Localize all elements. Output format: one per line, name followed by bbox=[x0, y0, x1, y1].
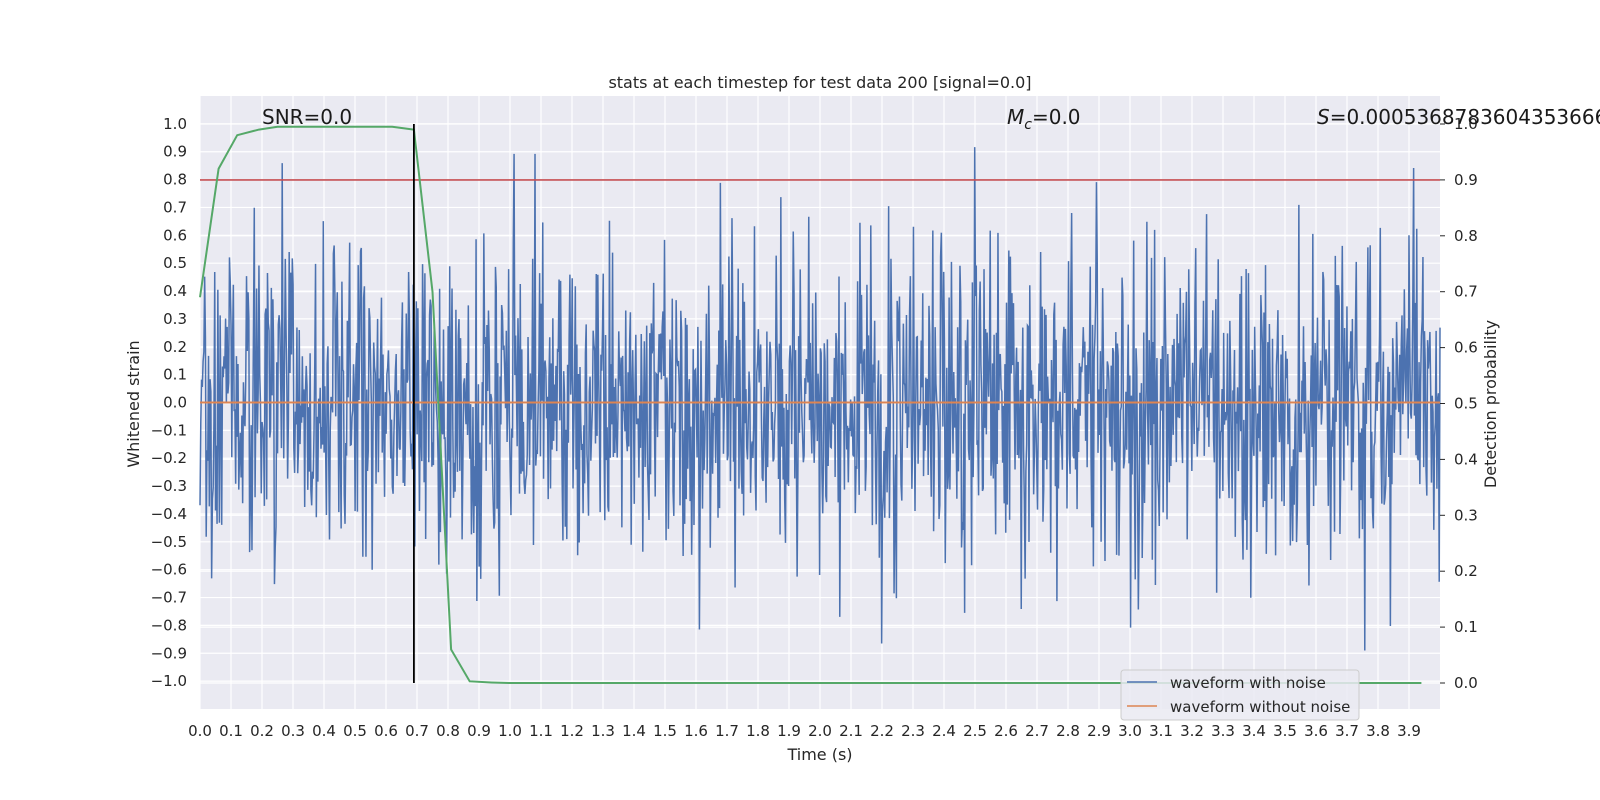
x-tick-label: 1.6 bbox=[684, 722, 708, 740]
annotation-chirp-mass: Mc=0.0 bbox=[1007, 105, 1081, 133]
y2-tick-label: 0.3 bbox=[1454, 506, 1478, 524]
x-tick-label: 2.7 bbox=[1025, 722, 1049, 740]
y-tick-labels: 1.0 0.9 0.8 0.7 0.6 0.5 0.4 0.3 0.2 0.1 0.0 −0.1 −0.… bbox=[151, 115, 187, 690]
y2-tick-label: 0.5 bbox=[1454, 395, 1478, 413]
x-axis-label: Time (s) bbox=[786, 745, 852, 764]
y-tick-label: −0.8 bbox=[151, 616, 187, 634]
x-tick-label: 0.3 bbox=[281, 722, 305, 740]
y-tick-label: −0.2 bbox=[151, 449, 187, 467]
x-tick-label: 3.0 bbox=[1118, 722, 1142, 740]
x-tick-label: 2.6 bbox=[994, 722, 1018, 740]
chart-title: stats at each timestep for test data 200… bbox=[608, 73, 1031, 92]
y-tick-label: −1.0 bbox=[151, 672, 187, 690]
annotation-snr: SNR=0.0 bbox=[262, 105, 352, 129]
y2-tick-label: 0.9 bbox=[1454, 171, 1478, 189]
legend-box bbox=[1120, 669, 1360, 721]
y-tick-label: 0.1 bbox=[163, 366, 187, 384]
y-tick-label: −0.7 bbox=[151, 589, 187, 607]
y-tick-label: −0.1 bbox=[151, 421, 187, 439]
x-tick-label: 3.7 bbox=[1335, 722, 1359, 740]
x-tick-label: 3.9 bbox=[1397, 722, 1421, 740]
x-tick-label: 0.0 bbox=[188, 722, 212, 740]
x-tick-label: 1.5 bbox=[653, 722, 677, 740]
annotation-s-symbol: S bbox=[1317, 105, 1330, 129]
x-tick-label: 1.9 bbox=[777, 722, 801, 740]
y-tick-label: 0.7 bbox=[163, 198, 187, 216]
y-tick-label: −0.4 bbox=[151, 505, 187, 523]
x-tick-label: 1.1 bbox=[529, 722, 553, 740]
y2-tick-label: 0.0 bbox=[1454, 674, 1478, 692]
x-tick-label: 0.2 bbox=[250, 722, 274, 740]
y-tick-label: 0.2 bbox=[163, 338, 187, 356]
annotation-chirp-mass-subscript: c bbox=[1024, 117, 1032, 133]
y2-tick-label: 1.0 bbox=[1454, 115, 1478, 133]
y-tick-label: 0.9 bbox=[163, 143, 187, 161]
y-tick-label: −0.6 bbox=[151, 561, 187, 579]
x-tick-label: 2.8 bbox=[1056, 722, 1080, 740]
annotation-chirp-mass-value: =0.0 bbox=[1032, 105, 1081, 129]
x-tick-label: 1.7 bbox=[715, 722, 739, 740]
annotation-chirp-mass-symbol: M bbox=[1007, 105, 1024, 129]
y-axis-label: Whitened strain bbox=[124, 340, 143, 467]
y2-axis-label: Detection probability bbox=[1481, 320, 1500, 488]
y2-tick-label: 0.8 bbox=[1454, 227, 1478, 245]
x-tick-label: 2.4 bbox=[932, 722, 956, 740]
annotation-s: S=0.0005368783604353666 bbox=[1317, 105, 1600, 129]
x-tick-label: 3.1 bbox=[1149, 722, 1173, 740]
x-tick-label: 2.3 bbox=[901, 722, 925, 740]
x-tick-label: 2.9 bbox=[1087, 722, 1111, 740]
series-waveform-with-noise bbox=[199, 147, 1441, 651]
y-tick-label: −0.3 bbox=[151, 477, 187, 495]
noise-waveform-line bbox=[199, 147, 1441, 651]
y-tick-label: 0.0 bbox=[163, 394, 187, 412]
y2-tick-label: 0.7 bbox=[1454, 283, 1478, 301]
x-tick-label: 1.3 bbox=[591, 722, 615, 740]
y2-tick-label: 0.1 bbox=[1454, 618, 1478, 636]
y-tick-label: 1.0 bbox=[163, 115, 187, 133]
x-tick-label: 2.1 bbox=[839, 722, 863, 740]
x-tick-label: 0.1 bbox=[219, 722, 243, 740]
y2-tick-label: 0.4 bbox=[1454, 450, 1478, 468]
annotation-s-value: =0.0005368783604353666 bbox=[1330, 105, 1600, 129]
x-tick-label: 0.7 bbox=[405, 722, 429, 740]
y2-tick-label: 0.6 bbox=[1454, 339, 1478, 357]
x-tick-label: 2.2 bbox=[870, 722, 894, 740]
y-tick-label: 0.5 bbox=[163, 254, 187, 272]
x-tick-label: 1.8 bbox=[746, 722, 770, 740]
x-tick-label: 0.5 bbox=[343, 722, 367, 740]
y-tick-label: 0.6 bbox=[163, 226, 187, 244]
legend: waveform with noise waveform without noi… bbox=[1120, 669, 1360, 721]
x-tick-label: 2.0 bbox=[808, 722, 832, 740]
x-tick-labels: 0.0 0.1 0.2 0.3 0.4 0.5 0.6 0.7 0.8 0.9 1.0 1.1 1.2 1… bbox=[188, 722, 1421, 740]
x-tick-label: 1.4 bbox=[622, 722, 646, 740]
y-tick-label: 0.8 bbox=[163, 171, 187, 189]
x-tick-label: 2.5 bbox=[963, 722, 987, 740]
y-tick-label: −0.5 bbox=[151, 533, 187, 551]
x-tick-label: 1.0 bbox=[498, 722, 522, 740]
x-tick-label: 3.3 bbox=[1211, 722, 1235, 740]
legend-label-noise: waveform with noise bbox=[1170, 674, 1326, 692]
x-tick-label: 1.2 bbox=[560, 722, 584, 740]
x-tick-label: 0.8 bbox=[436, 722, 460, 740]
x-tick-label: 3.5 bbox=[1273, 722, 1297, 740]
x-tick-label: 0.6 bbox=[374, 722, 398, 740]
y2-tick-label: 0.2 bbox=[1454, 562, 1478, 580]
x-tick-label: 3.2 bbox=[1180, 722, 1204, 740]
x-tick-label: 3.4 bbox=[1242, 722, 1266, 740]
x-tick-label: 0.4 bbox=[312, 722, 336, 740]
x-tick-label: 0.9 bbox=[467, 722, 491, 740]
y-tick-label: −0.9 bbox=[151, 644, 187, 662]
y2-tick-labels: 1.0 0.9 0.8 0.7 0.6 0.5 0.4 0.3 0.2 0.1 0.0 bbox=[1440, 115, 1478, 692]
x-tick-label: 3.6 bbox=[1304, 722, 1328, 740]
y-tick-label: 0.4 bbox=[163, 282, 187, 300]
legend-label-clean: waveform without noise bbox=[1170, 698, 1350, 716]
y-tick-label: 0.3 bbox=[163, 310, 187, 328]
x-tick-label: 3.8 bbox=[1366, 722, 1390, 740]
